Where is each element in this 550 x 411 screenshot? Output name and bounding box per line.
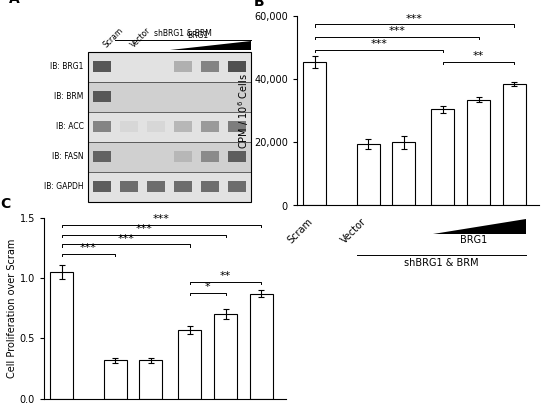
Text: IB: BRG1: IB: BRG1 xyxy=(50,62,84,71)
Bar xyxy=(392,143,415,206)
Bar xyxy=(93,91,111,102)
Bar xyxy=(178,330,201,399)
Text: shBRG1 & BRM: shBRG1 & BRM xyxy=(154,29,212,38)
Text: ***: *** xyxy=(80,243,97,253)
Y-axis label: Cell Proliferation over Scram: Cell Proliferation over Scram xyxy=(7,238,17,378)
Text: BRG1: BRG1 xyxy=(188,31,208,40)
Text: IB: BRM: IB: BRM xyxy=(54,92,84,101)
Bar xyxy=(201,61,219,72)
Bar xyxy=(89,112,251,141)
Bar xyxy=(120,121,138,132)
Bar xyxy=(89,52,251,201)
Bar xyxy=(93,151,111,162)
Text: Vector: Vector xyxy=(339,217,368,246)
Text: IB: GAPDH: IB: GAPDH xyxy=(44,182,84,191)
Text: B: B xyxy=(254,0,264,9)
Bar xyxy=(503,84,526,206)
Bar xyxy=(89,171,251,201)
Text: C: C xyxy=(1,196,10,210)
Text: IB: ACC: IB: ACC xyxy=(56,122,84,131)
Polygon shape xyxy=(169,41,251,50)
Text: ***: *** xyxy=(370,39,387,49)
Text: ***: *** xyxy=(406,14,423,24)
Text: ***: *** xyxy=(153,215,170,224)
Text: Scram: Scram xyxy=(33,409,62,411)
Bar xyxy=(201,181,219,192)
Text: ***: *** xyxy=(388,26,405,36)
Text: ***: *** xyxy=(117,234,134,244)
Text: ***: *** xyxy=(135,224,152,234)
Bar xyxy=(356,144,380,206)
Text: IB: FASN: IB: FASN xyxy=(52,152,84,161)
Bar xyxy=(139,360,162,399)
Bar xyxy=(228,151,246,162)
Text: *: * xyxy=(205,282,211,292)
Text: shBRG1 & BRM: shBRG1 & BRM xyxy=(404,259,478,268)
Bar xyxy=(89,52,251,201)
Bar xyxy=(93,181,111,192)
Text: A: A xyxy=(9,0,19,6)
Bar xyxy=(89,82,251,112)
Bar xyxy=(431,109,454,206)
Bar xyxy=(250,294,273,399)
Text: BRG1: BRG1 xyxy=(460,235,488,245)
Bar xyxy=(228,121,246,132)
Bar xyxy=(147,181,165,192)
Text: Scram: Scram xyxy=(286,217,315,246)
Bar xyxy=(174,121,192,132)
Bar xyxy=(214,314,237,399)
Bar xyxy=(201,151,219,162)
Bar xyxy=(93,121,111,132)
Bar xyxy=(174,181,192,192)
Bar xyxy=(147,121,165,132)
Bar xyxy=(467,100,490,206)
Text: Vector: Vector xyxy=(129,26,152,50)
Bar xyxy=(103,360,127,399)
Text: **: ** xyxy=(473,51,484,62)
Y-axis label: CPM / 10$^6$ Cells: CPM / 10$^6$ Cells xyxy=(236,73,251,149)
Text: Vector: Vector xyxy=(86,409,115,411)
Bar xyxy=(174,61,192,72)
Bar xyxy=(50,272,73,399)
Bar xyxy=(303,62,326,206)
Bar xyxy=(201,121,219,132)
Bar xyxy=(93,61,111,72)
Polygon shape xyxy=(433,219,526,234)
Bar xyxy=(120,181,138,192)
Bar xyxy=(228,181,246,192)
Bar xyxy=(89,141,251,171)
Bar xyxy=(89,52,251,82)
Bar xyxy=(228,61,246,72)
Text: **: ** xyxy=(220,271,231,281)
Text: Scram: Scram xyxy=(102,26,125,50)
Bar xyxy=(174,151,192,162)
